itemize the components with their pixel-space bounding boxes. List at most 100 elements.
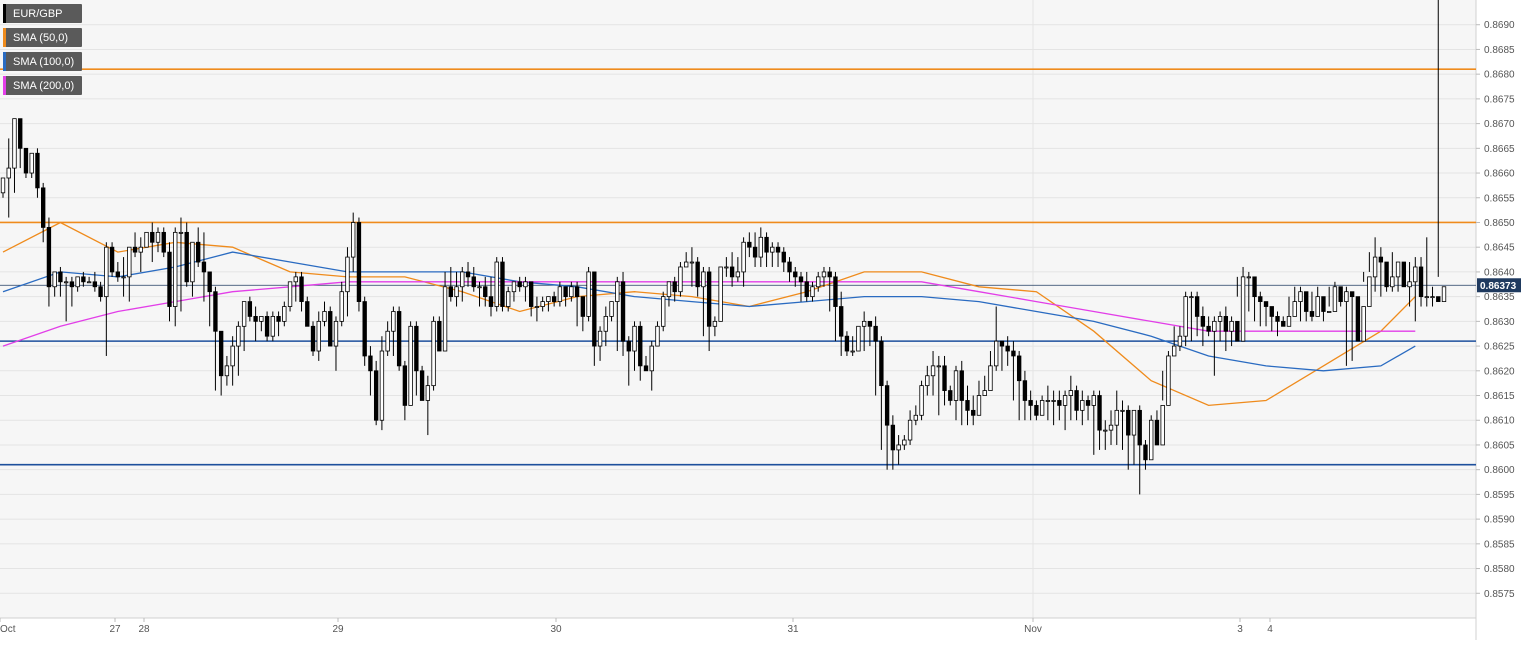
candle-body — [735, 271, 741, 278]
candle-body — [1298, 291, 1303, 302]
candle-body — [810, 286, 815, 298]
candle-body — [1424, 296, 1429, 299]
legend-swatch — [3, 76, 6, 95]
candle-body — [655, 325, 660, 347]
candle-body — [747, 241, 752, 248]
candle-body — [201, 261, 207, 273]
candle-body — [1137, 409, 1142, 446]
candle-body — [1166, 355, 1171, 406]
candle-body — [764, 236, 769, 253]
candle-body — [454, 286, 459, 298]
candle-body — [965, 400, 970, 411]
candle-body — [465, 271, 471, 278]
candle-body — [1011, 350, 1016, 357]
legend-label: EUR/GBP — [13, 7, 63, 20]
y-tick-label: 0.8630 — [1484, 317, 1515, 328]
candle-body — [218, 330, 224, 377]
candle-body — [551, 296, 557, 302]
candle-body — [517, 281, 522, 288]
candle-body — [615, 281, 620, 302]
candle-body — [351, 222, 356, 258]
candle-body — [81, 276, 86, 283]
y-tick-label: 0.8620 — [1484, 366, 1515, 377]
candle-body — [52, 271, 57, 288]
candle-body — [758, 236, 763, 258]
price-tag-background — [1477, 278, 1521, 293]
x-tick-label: 27 — [109, 624, 121, 635]
y-tick-label: 0.8600 — [1484, 465, 1515, 476]
candle-body — [678, 266, 683, 293]
legend-item-sma-100[interactable]: SMA (100,0) — [3, 52, 83, 71]
y-tick-label: 0.8675 — [1484, 94, 1515, 105]
candle-body — [35, 152, 40, 189]
candle-body — [563, 286, 568, 298]
x-axis: Oct 27 28 29 30 31 Nov 3 4 — [0, 617, 1476, 635]
candle-body — [1269, 306, 1274, 317]
candle-body — [706, 271, 712, 327]
candle-body — [46, 227, 52, 288]
candle-body — [873, 325, 878, 342]
candle-body — [609, 301, 614, 317]
candle-body — [396, 311, 402, 367]
y-tick-label: 0.8690 — [1484, 20, 1515, 31]
x-tick-label: 31 — [787, 624, 799, 635]
legend-item-eurgbp[interactable]: EUR/GBP — [3, 4, 83, 23]
candle-body — [844, 335, 850, 352]
candle-body — [368, 355, 373, 372]
candle-body — [207, 271, 212, 293]
candle-body — [345, 256, 350, 293]
candle-body — [1034, 405, 1039, 416]
candle-body — [224, 365, 230, 377]
candle-body — [523, 281, 528, 288]
horizontal-levels — [0, 68, 1476, 466]
candle-body — [942, 365, 947, 391]
candle-body — [729, 266, 735, 278]
y-tick-label: 0.8660 — [1484, 169, 1515, 180]
candle-body — [982, 390, 987, 396]
candle-body — [253, 316, 258, 322]
candle-body — [282, 306, 287, 322]
candle-body — [69, 281, 75, 288]
candle-body — [276, 316, 281, 322]
candle-body — [1332, 286, 1338, 312]
y-tick-label: 0.8655 — [1484, 193, 1515, 204]
candle-body — [1286, 316, 1292, 327]
y-tick-label: 0.8640 — [1484, 267, 1515, 278]
candle-body — [661, 296, 666, 327]
x-tick-label: 28 — [138, 624, 150, 635]
candle-body — [270, 316, 276, 337]
candle-body — [310, 325, 316, 352]
candle-body — [672, 281, 677, 293]
candle-body — [1212, 320, 1217, 332]
candle-body — [1114, 409, 1119, 426]
candle-body — [701, 271, 706, 288]
legend-item-sma-200[interactable]: SMA (200,0) — [3, 76, 83, 95]
candle-body — [339, 291, 344, 322]
x-tick-label: Nov — [1024, 624, 1042, 635]
candle-body — [1200, 316, 1206, 327]
candle-body — [1189, 296, 1194, 299]
candle-body — [528, 281, 534, 307]
candle-body — [890, 424, 896, 451]
candle-body — [167, 251, 172, 307]
candle-body — [138, 246, 143, 253]
candle-body — [1005, 345, 1010, 352]
candle-body — [402, 365, 408, 406]
candle-body — [155, 231, 161, 243]
candle-body — [1235, 320, 1240, 342]
candle-body — [902, 439, 907, 446]
candle-body — [1372, 256, 1378, 278]
candle-body — [1039, 400, 1045, 416]
candle-body — [98, 286, 103, 298]
candle-body — [425, 385, 431, 401]
candle-body — [781, 251, 786, 263]
x-tick-label: 3 — [1237, 624, 1243, 635]
candle-body — [1085, 400, 1091, 406]
x-tick-label: 29 — [332, 624, 344, 635]
legend-item-sma-50[interactable]: SMA (50,0) — [3, 28, 83, 47]
candle-body — [391, 311, 396, 332]
candle-body — [437, 320, 442, 352]
candle-body — [385, 330, 390, 352]
